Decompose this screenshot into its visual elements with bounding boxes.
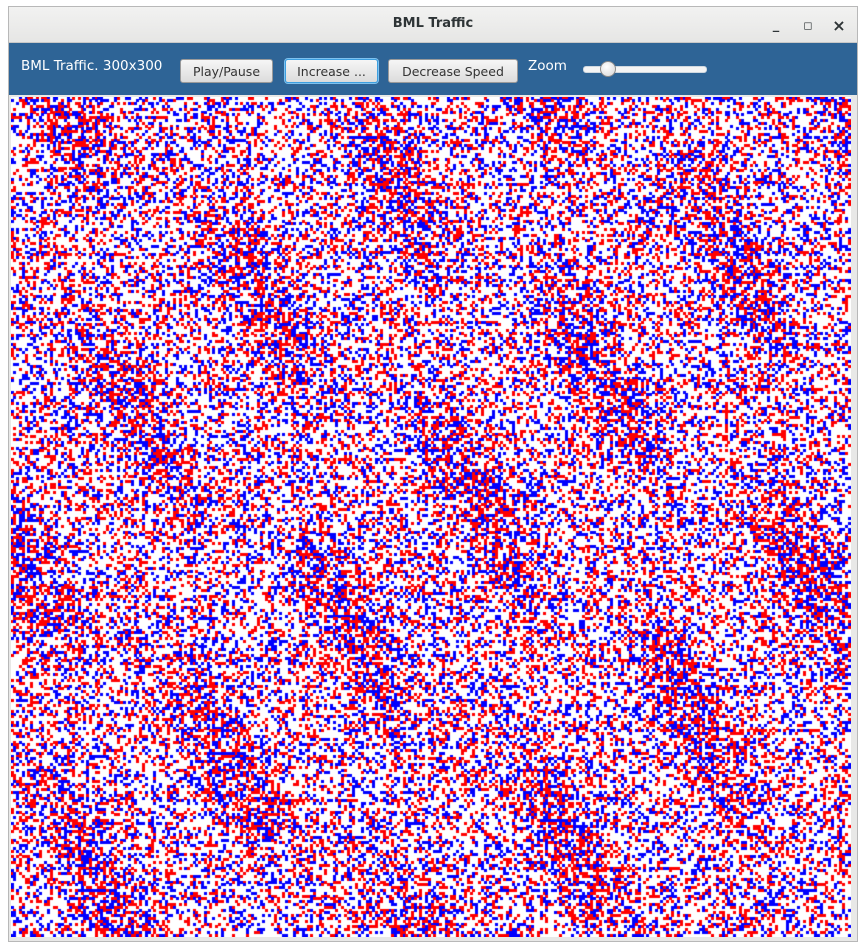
app-window: BML Traffic _ ◻ × BML Traffic. 300x300 P… [8,6,858,942]
minimize-button[interactable]: _ [772,17,780,33]
maximize-button[interactable]: ◻ [803,18,813,32]
zoom-label: Zoom [528,58,567,74]
zoom-slider[interactable] [583,61,707,77]
zoom-slider-track[interactable] [583,66,707,73]
title-bar[interactable]: BML Traffic _ ◻ × [9,7,857,43]
grid-size-label: BML Traffic. 300x300 [21,58,163,74]
decrease-speed-button[interactable]: Decrease Speed [388,59,518,83]
toolbar: BML Traffic. 300x300 Play/Pause Increase… [9,43,857,95]
window-title: BML Traffic [392,16,474,31]
play-pause-button[interactable]: Play/Pause [180,59,273,83]
increase-speed-button[interactable]: Increase ... [285,59,378,83]
traffic-grid-canvas[interactable] [11,97,851,937]
zoom-slider-thumb[interactable] [599,61,616,77]
traffic-grid[interactable] [11,97,851,937]
close-button[interactable]: × [832,15,846,35]
